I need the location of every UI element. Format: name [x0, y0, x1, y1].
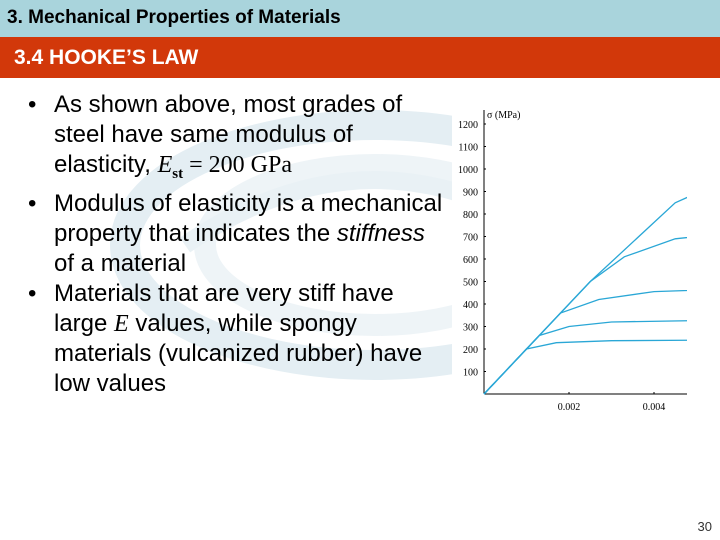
stress-strain-plot: σ (MPa)ϵ (mm/mm)120011001000900800700600…: [458, 110, 687, 413]
series-line: [483, 320, 687, 395]
series-line: [483, 289, 687, 395]
y-tick-label: 200: [463, 345, 478, 356]
bullet-text: Modulus of elasticity is a mechanical pr…: [54, 189, 443, 247]
y-axis-label: σ (MPa): [487, 110, 520, 121]
x-tick-label: 0.002: [558, 402, 581, 413]
bullet-item: • As shown above, most grades of steel ha…: [28, 90, 448, 189]
y-tick-label: 900: [463, 188, 478, 199]
y-tick-label: 600: [463, 255, 478, 266]
y-tick-label: 1200: [458, 120, 478, 131]
page-number: 30: [697, 519, 712, 534]
bullet-dot: •: [28, 189, 37, 217]
x-tick-label: 0.004: [643, 402, 666, 413]
y-tick-label: 800: [463, 210, 478, 221]
modulus-value: = 200 GPa: [183, 152, 292, 178]
course-title: 3. Mechanical Properties of Materials: [7, 7, 341, 28]
bullet-text: Materials that are very stiff have large: [54, 279, 394, 337]
header-bar: 3. Mechanical Properties of Materials: [0, 0, 720, 37]
series-line: [483, 196, 687, 395]
modulus-subscript: st: [172, 165, 184, 182]
bullet-list: • As shown above, most grades of steel ha…: [28, 90, 448, 399]
bullet-text: values, while spongy materials (vulcaniz…: [54, 309, 423, 397]
y-tick-label: 1000: [458, 165, 478, 176]
bullet-dot: •: [28, 91, 37, 118]
bullet-text: As shown above, most grades of steel hav…: [54, 91, 403, 178]
bullet-item: • Modulus of elasticity is a mechanical p…: [28, 189, 448, 279]
series-line: [483, 339, 687, 395]
y-tick-label: 100: [463, 368, 478, 379]
y-tick-label: 700: [463, 233, 478, 244]
series-line: [483, 236, 687, 395]
y-tick-label: 300: [463, 323, 478, 334]
bullet-dot: •: [28, 279, 37, 307]
section-bar: 3.4 HOOKE’S LAW: [0, 37, 720, 78]
y-tick-label: 400: [463, 300, 478, 311]
bullet-item: • Materials that are very stiff have larg…: [28, 279, 448, 399]
stiffness-term: stiffness: [336, 219, 425, 247]
y-tick-label: 1100: [458, 143, 478, 154]
y-tick-label: 500: [463, 278, 478, 289]
section-title: 3.4 HOOKE’S LAW: [14, 46, 199, 69]
bullet-text: of a material: [54, 249, 187, 277]
stress-strain-chart: σ (MPa)ϵ (mm/mm)120011001000900800700600…: [452, 96, 687, 418]
modulus-symbol: E: [114, 310, 129, 337]
modulus-symbol: E: [157, 152, 173, 178]
